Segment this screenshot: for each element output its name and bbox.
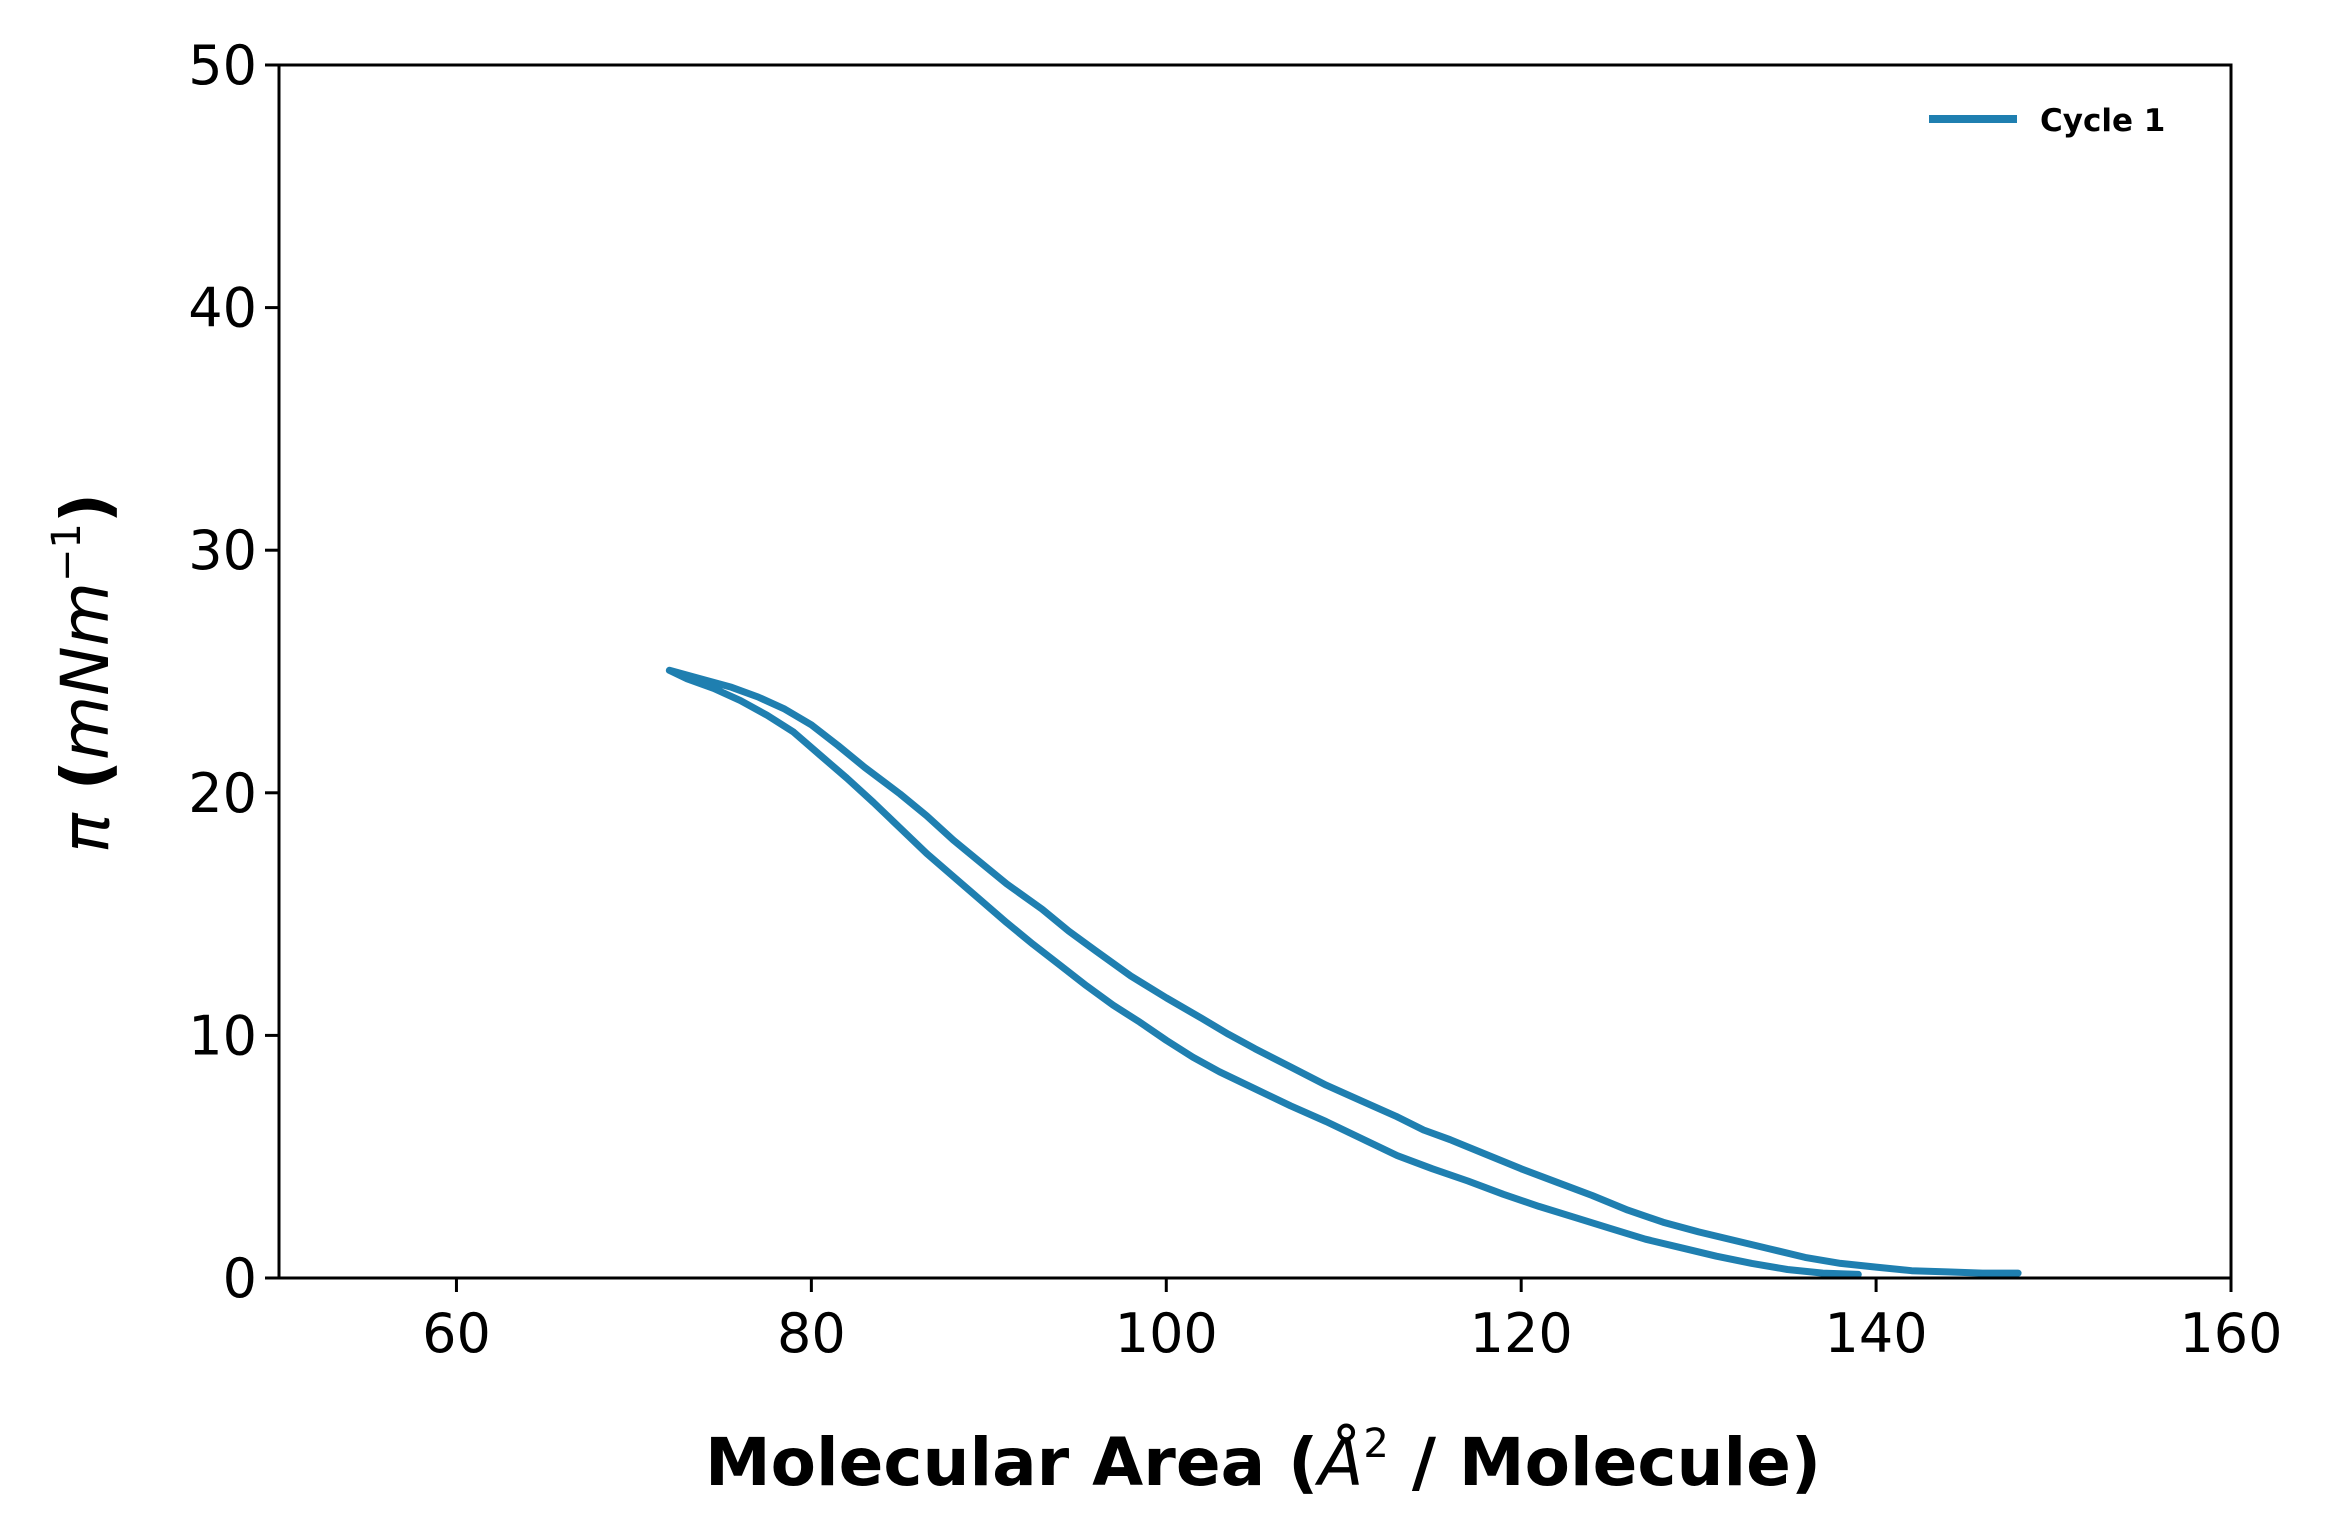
legend-label-cycle-1: Cycle 1 [2040, 103, 2165, 139]
y-tick-label: 50 [188, 34, 257, 97]
y-tick-label: 30 [188, 519, 257, 582]
series-line-cycle-1 [665, 666, 2022, 1278]
x-tick-label: 120 [1470, 1302, 1573, 1365]
x-tick-label: 140 [1825, 1302, 1928, 1365]
x-tick-label: 160 [2179, 1302, 2282, 1365]
y-tick-label: 40 [188, 277, 257, 340]
plot-area [277, 63, 2233, 1280]
x-tick-label: 80 [777, 1302, 846, 1365]
plot-frame [277, 63, 2233, 1280]
y-axis-ticks: 0 10 20 30 40 50 [188, 34, 279, 1310]
legend: Cycle 1 [1929, 103, 2165, 139]
y-axis-title: π (mNm−1) [44, 493, 124, 853]
x-tick-label: 100 [1115, 1302, 1218, 1365]
y-tick-label: 0 [223, 1247, 257, 1310]
y-tick-label: 20 [188, 762, 257, 825]
x-tick-label: 60 [422, 1302, 491, 1365]
x-axis-ticks: 60 80 100 120 140 160 [422, 1278, 2283, 1365]
y-tick-label: 10 [188, 1004, 257, 1067]
x-axis-title: Molecular Area (Å2 / Molecule) [705, 1421, 1821, 1501]
